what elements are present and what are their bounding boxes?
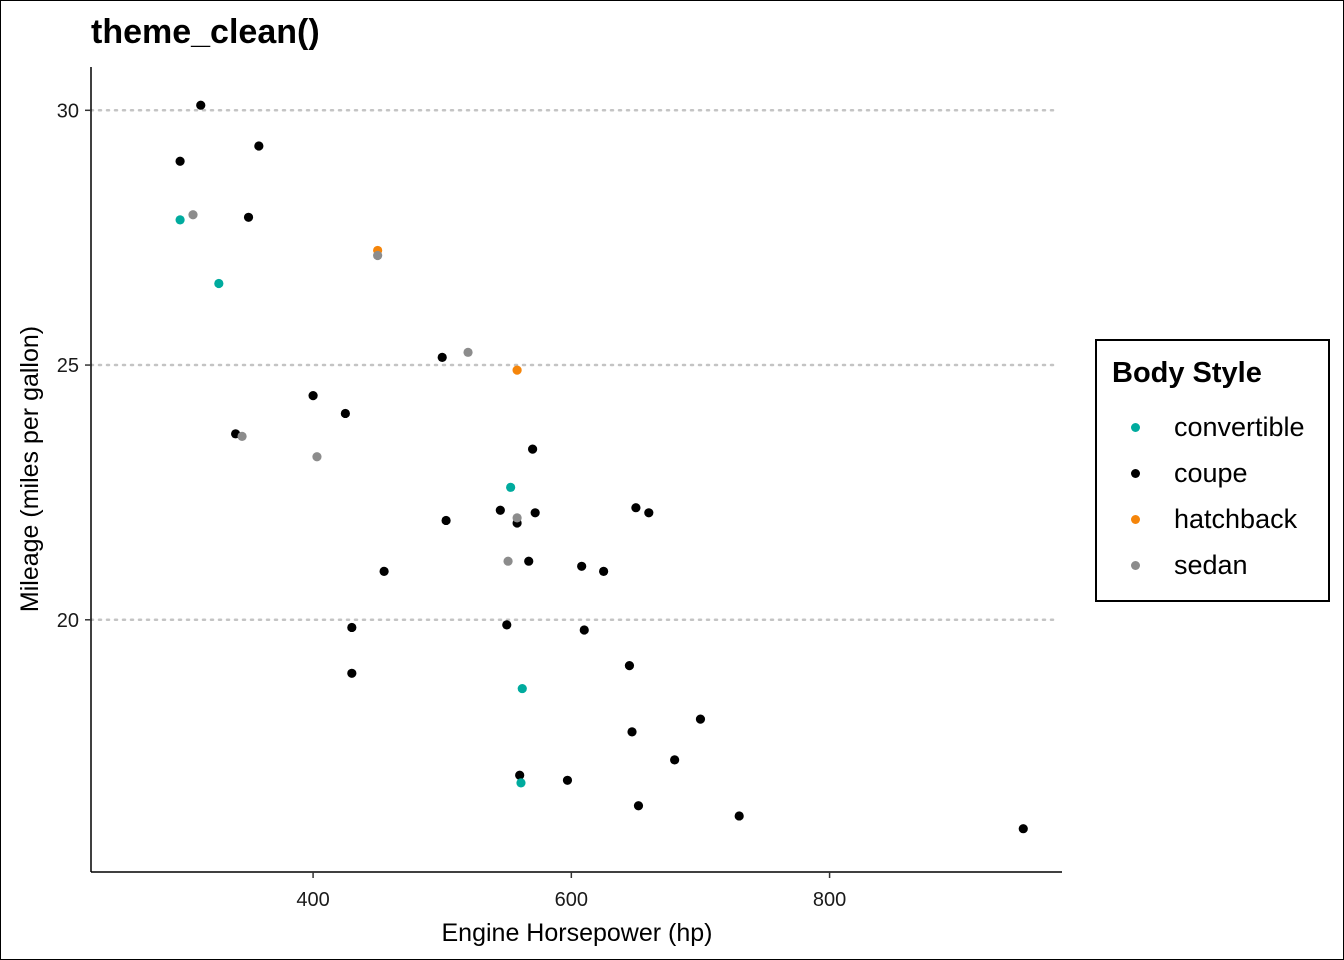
legend-label-convertible: convertible [1174,412,1305,442]
point-sedan [188,210,198,220]
point-coupe [1018,824,1028,834]
legend-swatch-hatchback [1131,515,1140,524]
point-coupe [527,444,538,454]
point-convertible [516,778,526,788]
legend-title: Body Style [1112,357,1262,389]
point-coupe [308,391,318,401]
axes [90,67,1062,873]
point-coupe [670,755,680,765]
legend-swatch-sedan [1131,561,1140,570]
tick-labels: 20 25 30 400 600 800 [57,100,847,911]
x-tick-label-800: 800 [813,889,846,911]
point-coupe [175,156,185,166]
x-tick-label-600: 600 [555,889,588,911]
point-convertible [506,482,516,492]
legend-swatch-coupe [1131,469,1140,478]
point-sedan [463,347,473,357]
point-coupe [340,408,350,419]
point-convertible [517,683,527,694]
legend-item-convertible: convertible [1097,408,1326,448]
x-axis-title: Engine Horsepower (hp) [442,919,713,947]
point-convertible [175,215,185,225]
point-convertible [214,278,224,289]
point-coupe [196,100,206,110]
point-coupe [524,556,534,566]
y-tick-label-20: 20 [57,610,79,632]
point-coupe [502,620,512,630]
point-coupe [515,770,525,780]
legend-item-hatchback: hatchback [1097,500,1326,540]
series-convertible [175,215,527,788]
point-coupe [579,625,589,635]
legend-label-sedan: sedan [1174,550,1248,580]
point-coupe [379,566,389,576]
point-coupe [441,515,451,526]
gridlines [89,109,1058,622]
point-coupe [347,668,357,678]
legend-swatch-convertible [1131,423,1140,432]
point-coupe [627,727,637,737]
point-hatchback [512,365,522,375]
point-coupe [631,503,641,513]
point-coupe [624,661,635,671]
point-coupe [577,561,587,571]
series-coupe [175,100,1028,834]
chart-title: theme_clean() [91,13,320,51]
point-coupe [437,352,447,363]
legend-label-hatchback: hatchback [1174,504,1298,534]
series-hatchback [373,245,522,375]
y-axis-title: Mileage (miles per gallon) [16,326,44,612]
series-sedan [188,210,522,566]
y-tick-label-30: 30 [57,100,79,122]
y-tick-label-25: 25 [57,355,79,377]
point-coupe [530,508,540,518]
point-sedan [503,556,513,566]
legend-item-sedan: sedan [1097,546,1326,586]
point-coupe [254,141,264,151]
point-sedan [373,250,383,261]
x-tick-label-400: 400 [296,889,329,911]
point-coupe [599,566,609,576]
legend: Body Style convertible coupe hatchback s… [1095,339,1330,602]
point-sedan [512,513,522,523]
point-coupe [633,801,644,811]
point-coupe [243,212,254,222]
point-coupe [734,811,744,821]
point-coupe [347,622,357,633]
point-coupe [495,505,505,515]
legend-label-coupe: coupe [1174,458,1248,488]
point-sedan [312,452,322,462]
data-points [175,100,1028,834]
legend-item-coupe: coupe [1097,454,1326,494]
point-sedan [237,431,247,441]
point-coupe [562,775,573,785]
point-coupe [644,508,654,518]
point-coupe [695,714,706,724]
